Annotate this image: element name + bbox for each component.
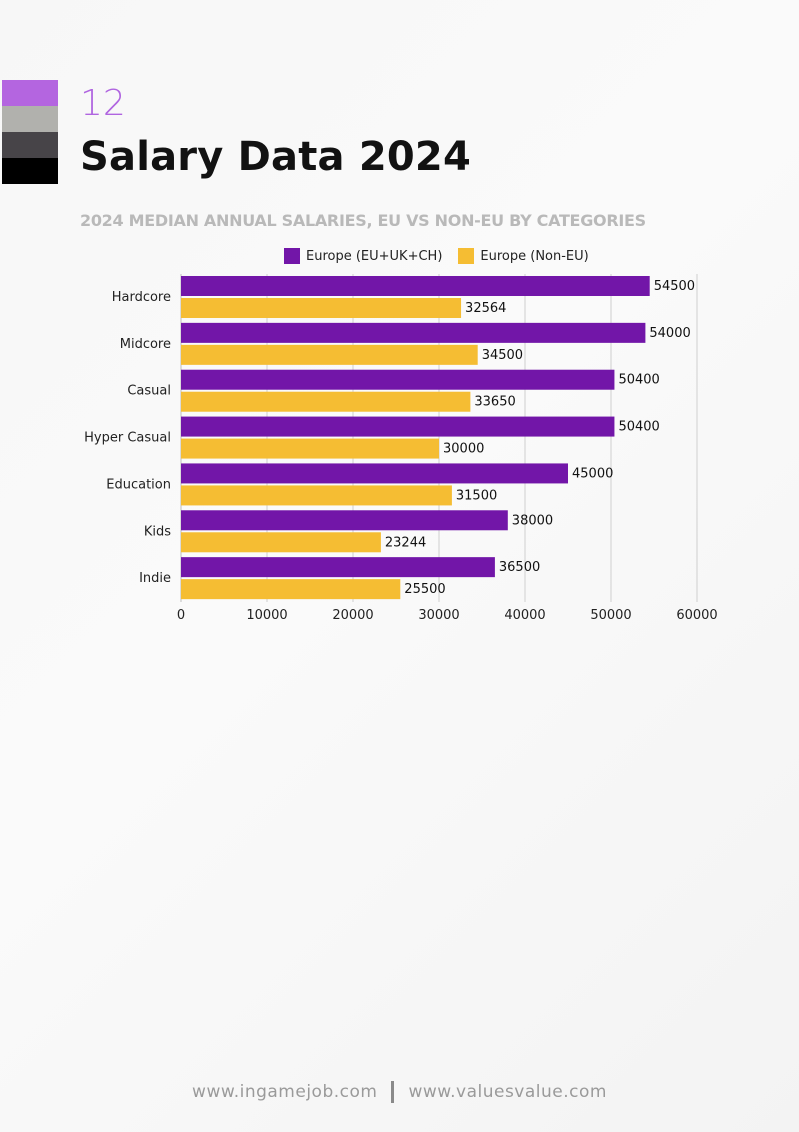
- category-label-education: Education: [106, 477, 171, 492]
- data-label-casual-eu: 50400: [618, 373, 659, 388]
- bar-hardcore-eu: [181, 276, 650, 296]
- bar-hyper-casual-eu: [181, 416, 615, 437]
- category-label-kids: Kids: [144, 524, 171, 539]
- data-label-hardcore-eu: 54500: [654, 279, 695, 294]
- data-label-education-non-eu: 31500: [456, 488, 497, 503]
- bar-midcore-non-eu: [181, 344, 478, 365]
- legend-label-eu: Europe (EU+UK+CH): [306, 248, 443, 264]
- category-label-hyper-casual: Hyper Casual: [84, 431, 171, 446]
- chart-legend: Europe (EU+UK+CH) Europe (Non-EU): [284, 248, 605, 264]
- data-label-midcore-eu: 54000: [649, 326, 690, 341]
- bar-kids-eu: [181, 510, 508, 531]
- legend-swatch-eu: [284, 248, 300, 264]
- bar-casual-eu: [181, 369, 615, 390]
- bar-casual-non-eu: [181, 391, 471, 412]
- x-tick-label-50000: 50000: [590, 608, 631, 623]
- category-label-casual: Casual: [127, 384, 171, 399]
- footer-separator: [391, 1081, 395, 1103]
- data-label-midcore-non-eu: 34500: [482, 348, 523, 363]
- swatch-black: [2, 158, 58, 184]
- data-label-kids-non-eu: 23244: [385, 535, 426, 550]
- page-title: Salary Data 2024: [80, 134, 471, 180]
- bar-education-non-eu: [181, 485, 452, 506]
- x-tick-label-30000: 30000: [418, 608, 459, 623]
- legend-swatch-non-eu: [458, 248, 475, 264]
- category-label-midcore: Midcore: [120, 337, 171, 352]
- x-tick-label-10000: 10000: [246, 608, 287, 623]
- bar-hyper-casual-non-eu: [181, 438, 439, 459]
- data-label-hyper-casual-eu: 50400: [618, 420, 659, 435]
- data-label-indie-eu: 36500: [499, 560, 540, 575]
- data-label-hyper-casual-non-eu: 30000: [443, 442, 484, 457]
- bar-indie-eu: [181, 557, 495, 578]
- page-number: 12: [80, 83, 126, 124]
- salary-bar-chart: 0 10000 20000 30000 40000 50000 60000 Hardcore 5…: [84, 274, 718, 623]
- bar-indie-non-eu: [181, 579, 401, 600]
- legend-item-non-eu: Europe (Non-EU): [458, 248, 589, 264]
- bar-midcore-eu: [181, 322, 646, 343]
- bar-education-eu: [181, 463, 568, 484]
- footer-link-ingamejob[interactable]: www.ingamejob.com: [192, 1082, 378, 1102]
- data-label-hardcore-non-eu: 32564: [465, 301, 506, 316]
- swatch-gray: [2, 106, 58, 132]
- swatch-dark-gray: [2, 132, 58, 158]
- x-tick-label-40000: 40000: [504, 608, 545, 623]
- footer: www.ingamejob.com www.valuesvalue.com: [0, 1081, 799, 1103]
- color-swatches: [2, 80, 58, 184]
- swatch-purple: [2, 80, 58, 106]
- footer-link-valuesvalue[interactable]: www.valuesvalue.com: [408, 1082, 607, 1102]
- x-tick-label-0: 0: [177, 608, 185, 623]
- data-label-casual-non-eu: 33650: [474, 395, 515, 410]
- category-label-indie: Indie: [139, 571, 171, 586]
- legend-item-eu: Europe (EU+UK+CH): [284, 248, 442, 264]
- x-tick-label-60000: 60000: [676, 608, 717, 623]
- category-label-hardcore: Hardcore: [112, 290, 171, 305]
- legend-label-non-eu: Europe (Non-EU): [480, 248, 589, 264]
- data-label-education-eu: 45000: [572, 466, 613, 481]
- bar-hardcore-non-eu: [181, 298, 462, 318]
- x-tick-label-20000: 20000: [332, 608, 373, 623]
- data-label-indie-non-eu: 25500: [404, 582, 445, 597]
- data-label-kids-eu: 38000: [512, 513, 553, 528]
- bar-kids-non-eu: [181, 532, 381, 553]
- chart-title: 2024 MEDIAN ANNUAL SALARIES, EU VS NON-E…: [80, 211, 646, 230]
